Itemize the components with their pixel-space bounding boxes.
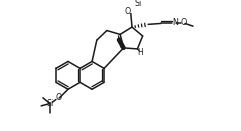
Text: Si: Si [46, 99, 54, 108]
Text: O: O [55, 93, 61, 102]
Text: Si: Si [134, 0, 141, 7]
Text: H: H [137, 48, 143, 57]
Text: O: O [181, 18, 187, 27]
Text: N: N [172, 18, 178, 27]
Text: O: O [125, 7, 131, 16]
